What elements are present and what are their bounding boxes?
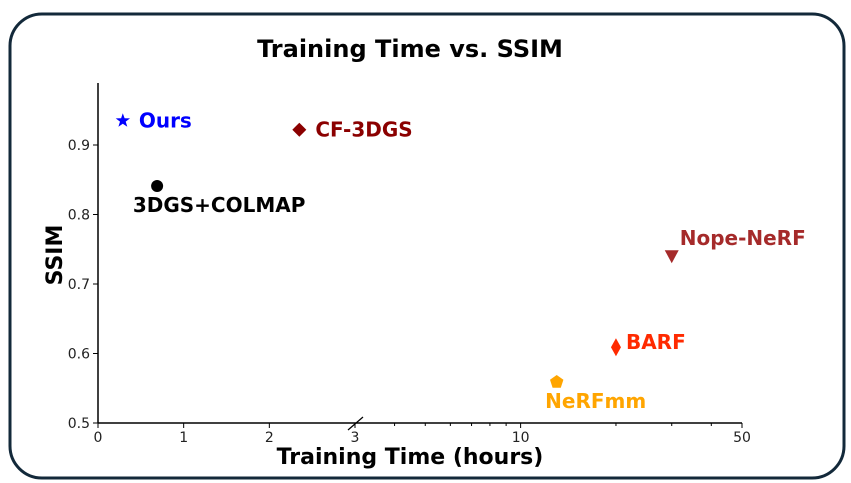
point-label: 3DGS+COLMAP [133, 193, 306, 217]
point-label: NeRFmm [545, 389, 646, 413]
x-tick-label: 10 [512, 430, 530, 446]
chart-title: Training Time vs. SSIM [257, 35, 563, 63]
y-axis-label: SSIM [43, 225, 68, 286]
point-label: CF-3DGS [315, 118, 412, 142]
y-tick-label: 0.6 [68, 347, 90, 363]
circle-marker [151, 180, 164, 193]
star-marker [115, 113, 130, 127]
y-tick-label: 0.5 [68, 416, 90, 432]
y-tick-label: 0.9 [68, 138, 90, 154]
y-tick-label: 0.7 [68, 277, 90, 293]
triangle-down-marker [664, 250, 679, 264]
point-label: Ours [139, 109, 192, 133]
chart-frame [8, 12, 846, 480]
x-tick-label: 3 [351, 430, 360, 446]
y-tick-label: 0.8 [68, 208, 90, 224]
x-axis-label: Training Time (hours) [277, 445, 544, 470]
x-tick-label: 1 [179, 430, 188, 446]
x-tick-label: 2 [265, 430, 274, 446]
point-label: Nope-NeRF [680, 226, 806, 250]
point-label: BARF [626, 330, 686, 354]
pentagon-marker [550, 375, 564, 388]
x-tick-label: 50 [733, 430, 751, 446]
diamond-marker [292, 122, 307, 137]
x-tick-label: 0 [94, 430, 103, 446]
thin-diamond-marker [610, 338, 621, 357]
